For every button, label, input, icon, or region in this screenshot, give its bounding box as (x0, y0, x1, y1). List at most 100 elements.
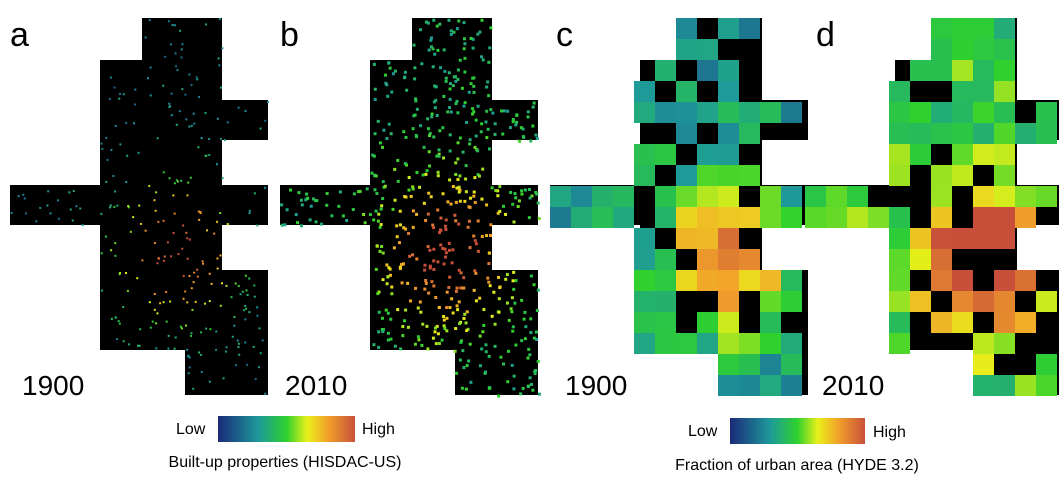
built-up-pixel (448, 178, 452, 182)
built-up-pixel (156, 312, 159, 315)
built-up-pixel (374, 174, 378, 178)
urban-cell (994, 333, 1015, 354)
built-up-pixel (445, 316, 449, 320)
built-up-pixel (69, 208, 72, 211)
built-up-pixel (246, 363, 249, 366)
built-up-pixel (363, 221, 367, 225)
built-up-pixel (173, 182, 176, 185)
urban-cell (931, 18, 952, 39)
built-up-pixel (294, 213, 298, 217)
built-up-pixel (438, 22, 442, 26)
built-up-pixel (460, 339, 464, 343)
built-up-pixel (231, 335, 234, 338)
built-up-pixel (484, 120, 488, 124)
urban-cell (952, 165, 973, 186)
urban-cell (676, 228, 697, 249)
built-up-pixel (437, 341, 441, 345)
built-up-pixel (430, 36, 434, 40)
built-up-pixel (376, 292, 380, 296)
built-up-pixel (368, 213, 372, 217)
built-up-pixel (196, 275, 199, 278)
built-up-pixel (532, 101, 536, 105)
built-up-pixel (181, 43, 184, 46)
built-up-pixel (402, 130, 406, 134)
built-up-pixel (411, 187, 415, 191)
built-up-pixel (122, 305, 125, 308)
urban-cell (1015, 270, 1036, 291)
built-up-pixel (480, 55, 484, 59)
map-shape (10, 185, 100, 225)
urban-cell (697, 249, 718, 270)
built-up-pixel (248, 277, 251, 280)
urban-cell (889, 312, 910, 333)
built-up-pixel (432, 247, 436, 251)
urban-cell (697, 186, 718, 207)
built-up-pixel (413, 77, 417, 81)
built-up-pixel (147, 77, 150, 80)
built-up-pixel (451, 185, 455, 189)
built-up-pixel (435, 154, 439, 158)
built-up-pixel (170, 92, 173, 95)
built-up-pixel (204, 23, 207, 26)
built-up-pixel (189, 176, 192, 179)
built-up-pixel (188, 356, 191, 359)
built-up-pixel (380, 316, 384, 320)
built-up-pixel (463, 312, 467, 316)
urban-cell (634, 102, 655, 123)
built-up-pixel (473, 145, 477, 149)
urban-cell (994, 39, 1015, 60)
built-up-pixel (169, 105, 172, 108)
urban-cell (697, 312, 718, 333)
built-up-pixel (377, 345, 381, 349)
built-up-pixel (498, 185, 502, 189)
built-up-pixel (196, 268, 199, 271)
built-up-pixel (125, 271, 128, 274)
urban-cell (952, 270, 973, 291)
built-up-pixel (437, 152, 441, 156)
built-up-pixel (377, 290, 381, 294)
built-up-pixel (511, 117, 515, 121)
built-up-pixel (415, 212, 419, 216)
urban-cell (739, 249, 760, 270)
built-up-pixel (486, 276, 490, 280)
built-up-pixel (389, 337, 393, 341)
built-up-pixel (505, 273, 509, 277)
built-up-pixel (497, 394, 501, 398)
built-up-pixel (476, 249, 480, 253)
built-up-pixel (246, 293, 249, 296)
built-up-pixel (432, 18, 436, 22)
built-up-pixel (385, 137, 389, 141)
built-up-pixel (424, 278, 428, 282)
urban-cell (697, 207, 718, 228)
urban-cell (634, 270, 655, 291)
built-up-pixel (325, 203, 329, 207)
built-up-pixel (381, 251, 385, 255)
built-up-pixel (264, 186, 267, 189)
built-up-pixel (448, 82, 452, 86)
built-up-pixel (456, 111, 460, 115)
built-up-pixel (215, 163, 218, 166)
built-up-pixel (299, 198, 303, 202)
built-up-pixel (469, 196, 473, 200)
built-up-pixel (515, 120, 519, 124)
built-up-pixel (358, 189, 362, 193)
built-up-pixel (482, 308, 486, 312)
built-up-pixel (468, 142, 472, 146)
map-shape (280, 185, 370, 225)
map-panel (280, 18, 541, 398)
built-up-pixel (215, 348, 218, 351)
urban-cell (655, 102, 676, 123)
built-up-pixel (534, 133, 538, 137)
built-up-pixel (437, 148, 441, 152)
built-up-pixel (488, 386, 492, 390)
built-up-pixel (188, 238, 191, 241)
urban-cell (676, 207, 697, 228)
urban-cell (1036, 291, 1057, 312)
urban-cell (718, 102, 739, 123)
urban-cell (781, 354, 802, 375)
built-up-pixel (512, 374, 516, 378)
built-up-pixel (387, 122, 391, 126)
built-up-pixel (435, 24, 439, 28)
map-shape (222, 100, 268, 140)
built-up-pixel (155, 191, 158, 194)
